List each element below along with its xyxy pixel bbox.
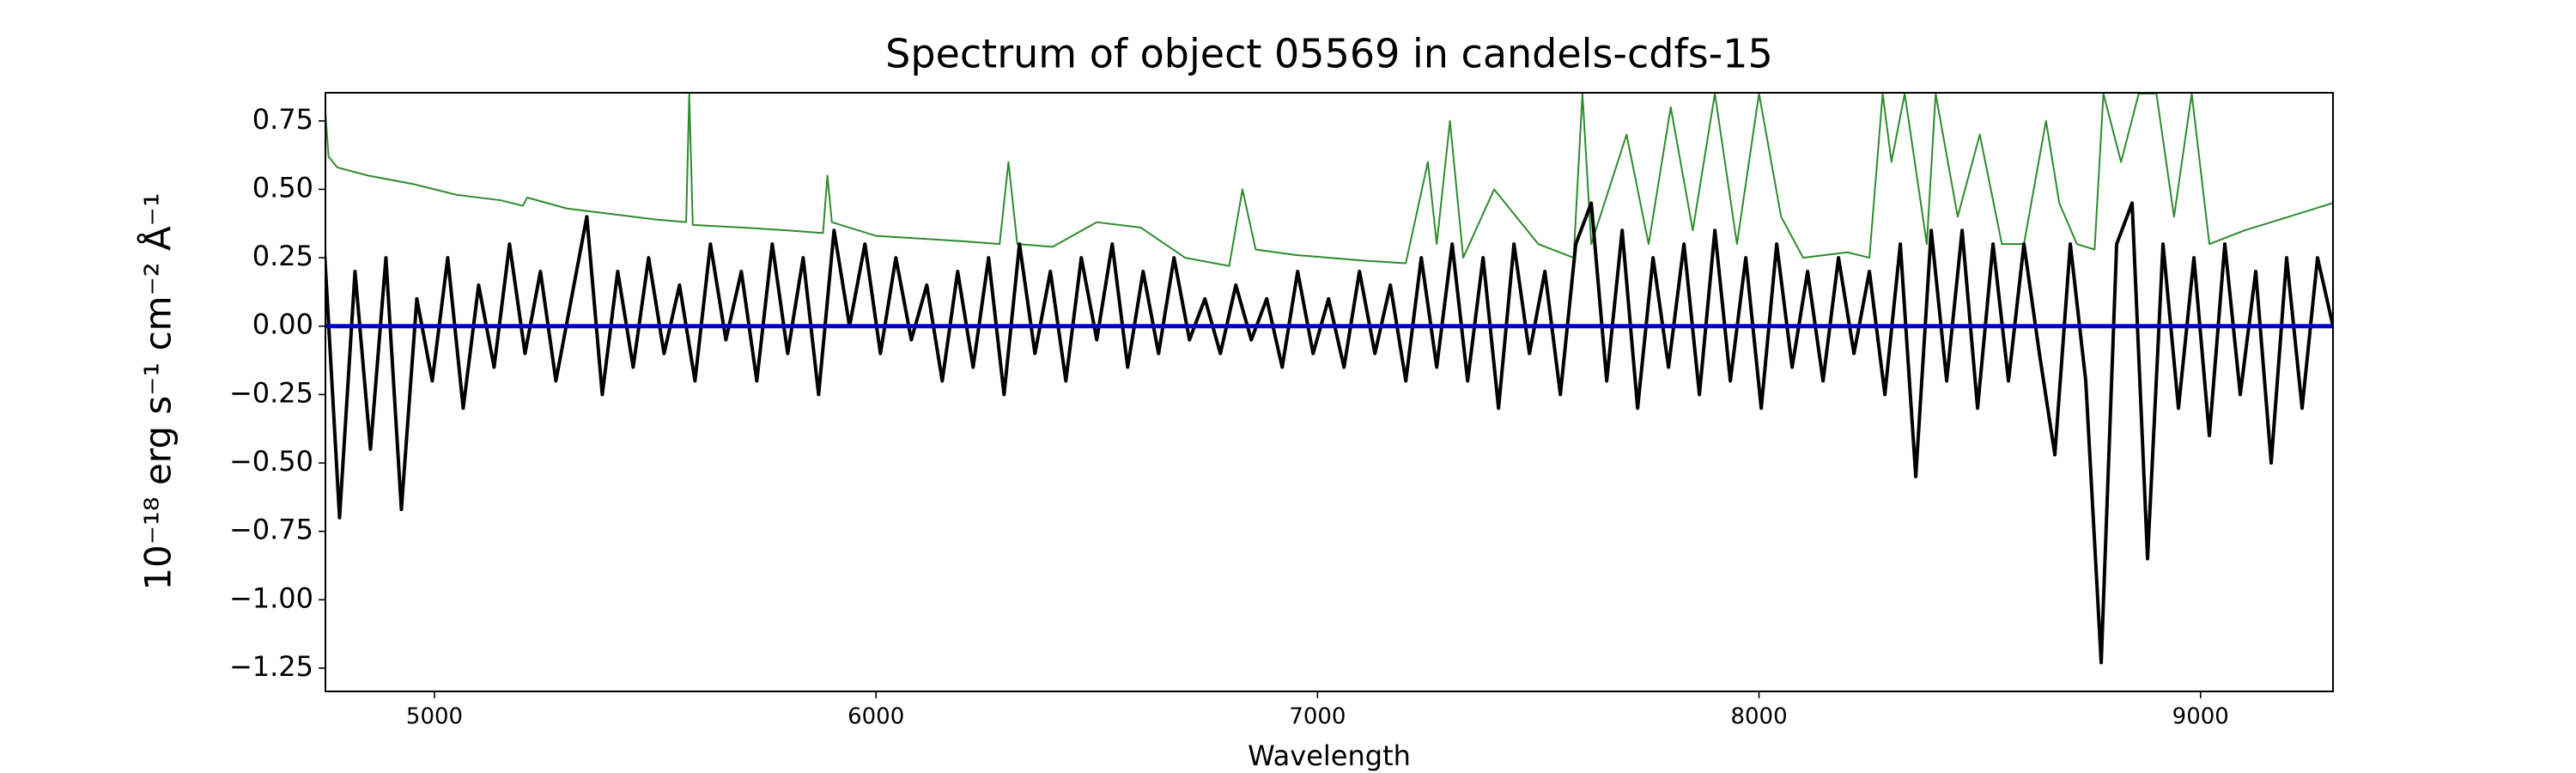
x-tick-label: 5000: [406, 704, 463, 730]
x-tick-label: 7000: [1289, 704, 1346, 730]
chart-title: Spectrum of object 05569 in candels-cdfs…: [885, 31, 1773, 77]
y-tick-label: 0.75: [252, 103, 313, 136]
spectrum-line: [325, 201, 2333, 665]
x-axis-label: Wavelength: [1248, 740, 1411, 772]
y-tick-label: −1.00: [229, 581, 313, 614]
y-axis-label: 10⁻¹⁸ erg s⁻¹ cm⁻² Å⁻¹: [137, 192, 179, 590]
spectrum-line: [325, 93, 2333, 267]
plot-frame: [325, 92, 2334, 692]
x-tick-label: 8000: [1730, 704, 1787, 730]
y-tick-label: 0.25: [252, 240, 313, 272]
y-tick-label: −1.25: [229, 650, 313, 683]
x-tick-label: 6000: [848, 704, 904, 730]
y-tick-label: −0.50: [229, 445, 313, 478]
y-tick-label: −0.25: [229, 376, 313, 409]
y-tick-label: 0.00: [252, 308, 313, 341]
x-tick-label: 9000: [2172, 704, 2229, 730]
plot-lines: [325, 93, 2333, 665]
y-tick-label: 0.50: [252, 171, 313, 204]
y-tick-label: −0.75: [229, 514, 313, 546]
